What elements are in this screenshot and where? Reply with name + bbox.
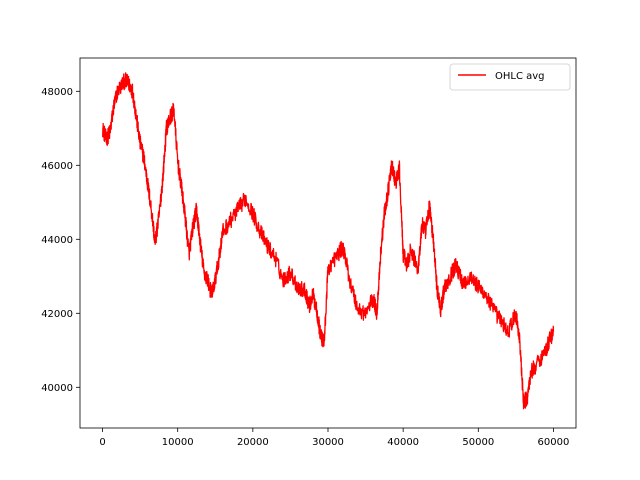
y-axis-ticks: 40000 42000 44000 46000 48000: [41, 87, 80, 394]
legend-label-ohlc-avg: OHLC avg: [495, 71, 545, 82]
series-line-ohlc-avg: [101, 72, 555, 410]
x-tick-label: 0: [99, 437, 105, 448]
legend-box: [449, 63, 571, 91]
plot-frame: [79, 57, 577, 429]
x-tick-label: 20000: [237, 437, 269, 448]
y-tick-label: 48000: [41, 87, 73, 98]
x-axis-ticks: 0 10000 20000 30000 40000 50000 60000: [99, 428, 569, 448]
x-tick-label: 10000: [162, 437, 194, 448]
x-tick-label: 30000: [312, 437, 344, 448]
y-tick-label: 42000: [41, 309, 73, 320]
x-tick-label: 40000: [387, 437, 419, 448]
x-tick-label: 50000: [462, 437, 494, 448]
series-layer: [101, 72, 555, 410]
legend: OHLC avg: [449, 63, 571, 91]
x-tick-label: 60000: [538, 437, 570, 448]
y-tick-label: 40000: [41, 383, 73, 394]
y-tick-label: 44000: [41, 235, 73, 246]
plot-area: [80, 58, 576, 428]
y-tick-label: 46000: [41, 161, 73, 172]
